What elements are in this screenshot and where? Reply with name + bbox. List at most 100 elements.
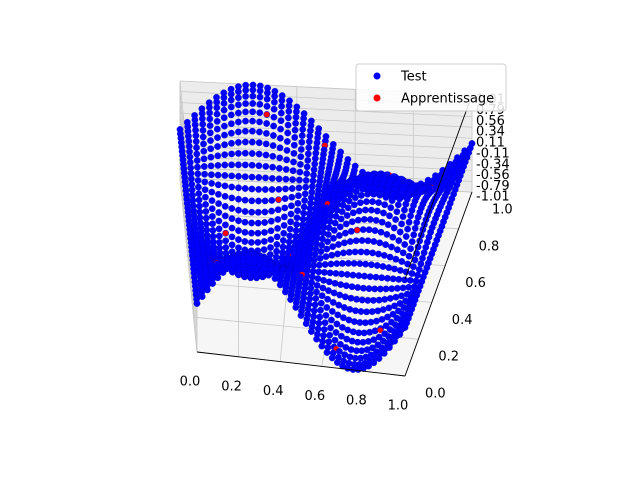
test-point (298, 132, 306, 140)
test-point (302, 176, 310, 184)
test-point (350, 201, 358, 209)
test-point (345, 248, 353, 256)
test-point (327, 260, 335, 268)
test-point (340, 249, 347, 257)
test-point (285, 107, 293, 115)
test-point (365, 362, 373, 370)
test-point (255, 185, 263, 193)
test-point (249, 92, 257, 100)
test-point (214, 152, 222, 160)
test-point (367, 206, 375, 214)
test-point (277, 125, 285, 133)
test-point (275, 185, 283, 193)
test-point (234, 94, 242, 102)
test-point (262, 151, 270, 159)
test-point (286, 232, 294, 240)
test-point (199, 120, 207, 128)
test-point (384, 313, 391, 321)
test-point (249, 108, 257, 116)
test-point (383, 230, 391, 238)
test-point (221, 141, 229, 149)
test-point (241, 161, 249, 169)
test-point (304, 150, 312, 158)
test-point (287, 296, 295, 303)
test-point (192, 132, 200, 140)
test-point (362, 260, 370, 268)
test-point (202, 208, 210, 215)
test-point (283, 138, 291, 145)
test-point (241, 185, 249, 192)
test-point (315, 261, 323, 269)
y-tick-label: 0.2 (438, 350, 459, 365)
test-point (221, 192, 229, 200)
test-point (376, 191, 384, 199)
test-point (284, 129, 292, 137)
test-point (234, 128, 242, 136)
test-point (220, 99, 228, 107)
x-tick-label: 0.2 (221, 379, 242, 394)
test-point (270, 105, 278, 113)
test-point (326, 269, 334, 277)
z-tick-label: -0.56 (476, 168, 510, 183)
test-point (261, 219, 269, 226)
test-point (396, 266, 404, 274)
test-point (273, 233, 281, 241)
test-point (280, 213, 288, 221)
test-point (249, 117, 256, 125)
training-point (275, 196, 282, 203)
test-point (206, 115, 214, 123)
test-point (385, 344, 393, 351)
test-point (276, 134, 284, 142)
test-point (234, 109, 242, 117)
test-point (340, 239, 348, 247)
test-point (228, 183, 236, 191)
test-point (318, 292, 326, 300)
test-point (208, 213, 216, 220)
y-axis-line (404, 191, 473, 377)
test-point (370, 190, 378, 198)
test-point (325, 278, 333, 286)
test-point (248, 219, 256, 227)
test-point (394, 201, 402, 209)
test-point (214, 274, 222, 282)
test-point (411, 224, 419, 232)
test-point (227, 96, 235, 104)
test-point (398, 220, 406, 228)
test-point (227, 111, 235, 119)
test-point (193, 144, 200, 152)
test-point (356, 260, 364, 268)
test-point (214, 181, 222, 189)
test-point (291, 133, 299, 141)
test-point (410, 231, 418, 239)
test-point (228, 172, 236, 180)
test-point (369, 249, 377, 257)
test-point (393, 284, 401, 292)
test-point (368, 308, 376, 316)
z-tick-label: 0.34 (476, 125, 505, 140)
test-point (297, 153, 305, 161)
test-point (255, 261, 263, 269)
test-point (202, 201, 210, 208)
test-point (339, 259, 346, 267)
tick-labels: 0.0 0.2 0.4 0.6 0.8 1.00.00.20.40.60.81.0-1.0… (180, 93, 513, 414)
test-point (200, 147, 208, 155)
test-point (296, 168, 304, 176)
test-point (202, 214, 210, 222)
test-point (276, 154, 284, 162)
test-point (320, 326, 328, 333)
test-point (220, 114, 228, 122)
test-point (283, 146, 291, 154)
test-point (329, 243, 337, 251)
test-point (201, 186, 209, 194)
test-point (328, 251, 336, 259)
test-point (375, 355, 383, 362)
test-point (318, 342, 326, 350)
test-point (341, 229, 349, 237)
test-point (194, 163, 201, 171)
test-point (296, 160, 304, 168)
test-point (227, 129, 235, 137)
test-point (399, 213, 407, 221)
test-point (289, 176, 297, 184)
test-point (277, 109, 285, 117)
legend-label: Apprentissage (401, 92, 494, 107)
